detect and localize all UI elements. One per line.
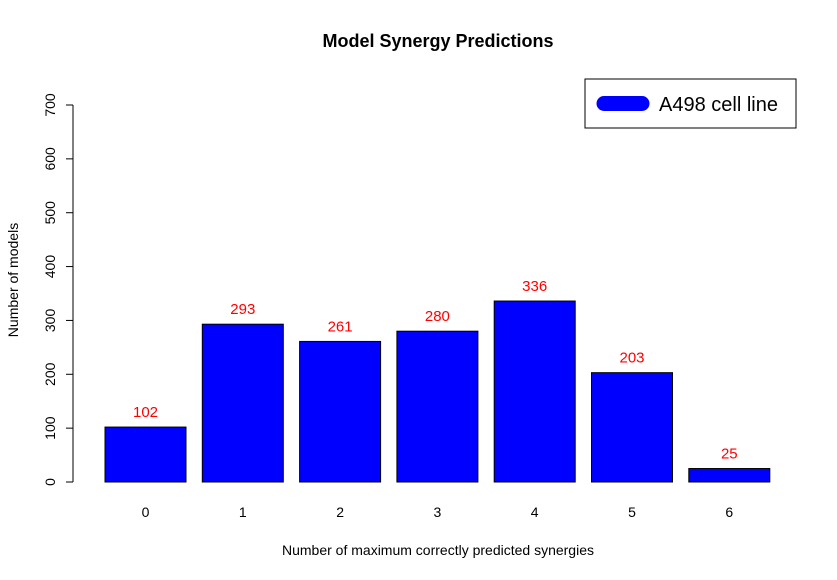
y-tick-label: 400 xyxy=(42,255,58,279)
data-labels-group: 102 293 261 280 336 203 25 xyxy=(133,278,738,462)
bars-group xyxy=(104,300,771,483)
x-tick-labels-group: 0 1 2 3 4 5 6 xyxy=(142,504,734,520)
y-tick-label: 0 xyxy=(42,478,58,486)
x-tick-label: 3 xyxy=(434,504,442,520)
x-tick-label: 1 xyxy=(239,504,247,520)
chart-title: Model Synergy Predictions xyxy=(322,31,553,51)
y-tick-label: 700 xyxy=(42,93,58,117)
y-axis: 0 100 200 300 400 500 600 700 xyxy=(42,93,74,486)
x-tick-label: 5 xyxy=(628,504,636,520)
x-tick-label: 6 xyxy=(725,504,733,520)
x-tick-label: 2 xyxy=(336,504,344,520)
bar xyxy=(299,340,382,483)
bar xyxy=(688,468,771,483)
data-label: 336 xyxy=(522,278,547,295)
bar xyxy=(396,330,479,483)
legend: A498 cell line xyxy=(584,78,797,129)
y-tick-label: 600 xyxy=(42,147,58,171)
legend-label: A498 cell line xyxy=(659,94,778,116)
x-axis-label: Number of maximum correctly predicted sy… xyxy=(282,542,594,558)
y-tick-label: 200 xyxy=(42,362,58,386)
y-tick-label: 100 xyxy=(42,416,58,440)
data-label: 280 xyxy=(425,308,450,325)
data-label: 261 xyxy=(328,318,353,335)
bar xyxy=(591,372,673,483)
bar xyxy=(104,426,187,483)
y-tick-label: 300 xyxy=(42,309,58,333)
y-axis-label: Number of models xyxy=(5,223,21,337)
y-tick-label: 500 xyxy=(42,201,58,225)
bar xyxy=(201,323,284,483)
data-label: 293 xyxy=(230,301,255,318)
x-tick-label: 4 xyxy=(531,504,539,520)
data-label: 203 xyxy=(619,350,644,367)
bar xyxy=(493,300,576,483)
data-label: 25 xyxy=(721,446,738,463)
x-tick-label: 0 xyxy=(142,504,150,520)
data-label: 102 xyxy=(133,404,158,421)
